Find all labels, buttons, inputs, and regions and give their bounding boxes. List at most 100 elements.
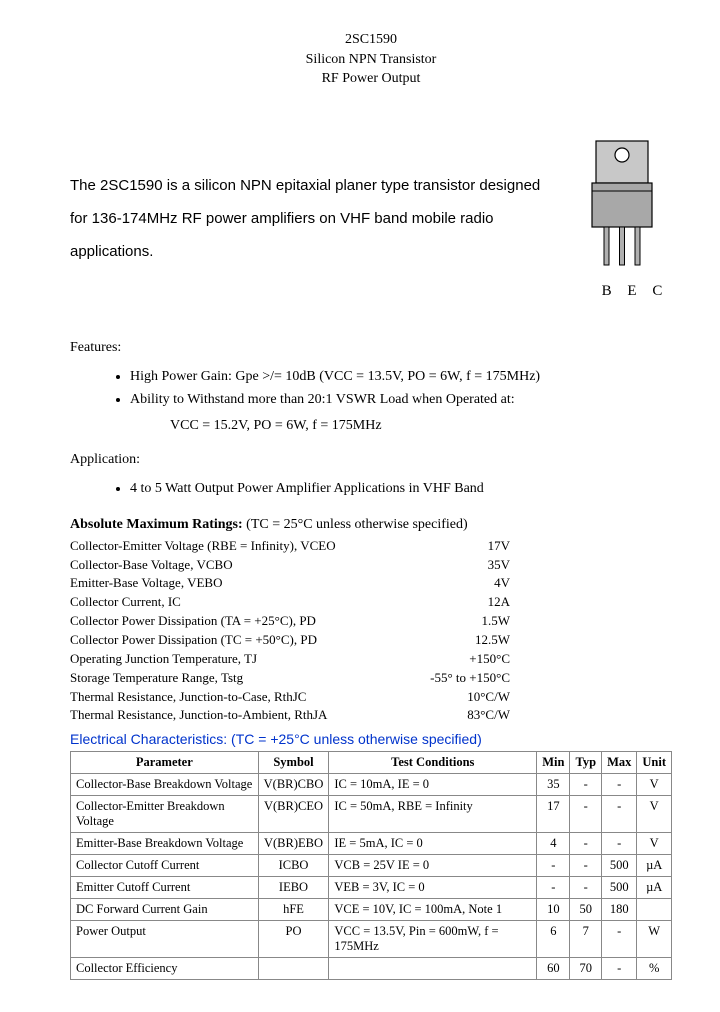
cell-param: Collector-Emitter Breakdown Voltage — [71, 796, 259, 833]
th-conditions: Test Conditions — [329, 752, 537, 774]
ratings-row: Collector-Base Voltage, VCBO35V — [70, 556, 672, 575]
th-min: Min — [537, 752, 570, 774]
ratings-value: 17V — [390, 537, 510, 556]
ratings-value: 83°C/W — [390, 706, 510, 725]
feature-extra: VCC = 15.2V, PO = 6W, f = 175MHz — [70, 418, 672, 434]
cell-unit — [637, 899, 672, 921]
cell-cond: IC = 10mA, IE = 0 — [329, 774, 537, 796]
cell-cond: VCC = 13.5V, Pin = 600mW, f = 175MHz — [329, 921, 537, 958]
cell-min: - — [537, 855, 570, 877]
cell-max: - — [602, 833, 637, 855]
cell-cond: VCE = 10V, IC = 100mA, Note 1 — [329, 899, 537, 921]
ratings-list: Collector-Emitter Voltage (RBE = Infinit… — [70, 537, 672, 725]
cell-cond: VCB = 25V IE = 0 — [329, 855, 537, 877]
ratings-title-bold: Absolute Maximum Ratings: — [70, 517, 243, 532]
header-line3: RF Power Output — [70, 69, 672, 89]
cell-sym: ICBO — [258, 855, 329, 877]
ratings-title: Absolute Maximum Ratings: (TC = 25°C unl… — [70, 517, 672, 533]
features-list: High Power Gain: Gpe >/= 10dB (VCC = 13.… — [70, 366, 672, 410]
cell-param: Collector Efficiency — [71, 958, 259, 980]
application-item: 4 to 5 Watt Output Power Amplifier Appli… — [130, 478, 672, 499]
table-header-row: Parameter Symbol Test Conditions Min Typ… — [71, 752, 672, 774]
cell-min: 17 — [537, 796, 570, 833]
ratings-label: Collector Current, IC — [70, 593, 390, 612]
cell-param: Emitter Cutoff Current — [71, 877, 259, 899]
cell-typ: - — [570, 877, 602, 899]
cell-param: Emitter-Base Breakdown Voltage — [71, 833, 259, 855]
ratings-row: Storage Temperature Range, Tstg-55° to +… — [70, 669, 672, 688]
ratings-label: Collector-Base Voltage, VCBO — [70, 556, 390, 575]
ratings-value: 1.5W — [390, 612, 510, 631]
cell-typ: 70 — [570, 958, 602, 980]
cell-min: 60 — [537, 958, 570, 980]
table-row: DC Forward Current GainhFEVCE = 10V, IC … — [71, 899, 672, 921]
cell-param: DC Forward Current Gain — [71, 899, 259, 921]
cell-sym: V(BR)CEO — [258, 796, 329, 833]
ratings-value: 35V — [390, 556, 510, 575]
ratings-row: Collector-Emitter Voltage (RBE = Infinit… — [70, 537, 672, 556]
application-list: 4 to 5 Watt Output Power Amplifier Appli… — [70, 478, 672, 499]
ratings-value: -55° to +150°C — [390, 669, 510, 688]
cell-param: Collector Cutoff Current — [71, 855, 259, 877]
ratings-value: 4V — [390, 574, 510, 593]
cell-unit: W — [637, 921, 672, 958]
cell-max: 180 — [602, 899, 637, 921]
cell-typ: 7 — [570, 921, 602, 958]
cell-unit: µA — [637, 855, 672, 877]
cell-max: - — [602, 774, 637, 796]
table-row: Collector Cutoff CurrentICBOVCB = 25V IE… — [71, 855, 672, 877]
cell-cond — [329, 958, 537, 980]
elec-title: Electrical Characteristics: (TC = +25°C … — [70, 731, 672, 747]
feature-item: Ability to Withstand more than 20:1 VSWR… — [130, 389, 672, 410]
th-unit: Unit — [637, 752, 672, 774]
ratings-row: Collector Current, IC12A — [70, 593, 672, 612]
ratings-row: Thermal Resistance, Junction-to-Ambient,… — [70, 706, 672, 725]
ratings-row: Operating Junction Temperature, TJ+150°C — [70, 650, 672, 669]
ratings-label: Storage Temperature Range, Tstg — [70, 669, 390, 688]
ratings-label: Thermal Resistance, Junction-to-Ambient,… — [70, 706, 390, 725]
cell-sym: V(BR)CBO — [258, 774, 329, 796]
table-row: Collector-Base Breakdown VoltageV(BR)CBO… — [71, 774, 672, 796]
cell-min: 35 — [537, 774, 570, 796]
cell-typ: - — [570, 855, 602, 877]
ratings-title-rest: (TC = 25°C unless otherwise specified) — [243, 517, 468, 532]
cell-cond: VEB = 3V, IC = 0 — [329, 877, 537, 899]
ratings-label: Thermal Resistance, Junction-to-Case, Rt… — [70, 688, 390, 707]
cell-sym: PO — [258, 921, 329, 958]
table-row: Collector Efficiency6070-% — [71, 958, 672, 980]
cell-param: Power Output — [71, 921, 259, 958]
cell-max: 500 — [602, 877, 637, 899]
cell-typ: - — [570, 796, 602, 833]
ratings-label: Operating Junction Temperature, TJ — [70, 650, 390, 669]
elec-table: Parameter Symbol Test Conditions Min Typ… — [70, 751, 672, 980]
ratings-label: Collector Power Dissipation (TC = +50°C)… — [70, 631, 390, 650]
th-max: Max — [602, 752, 637, 774]
pin-labels: B E C — [572, 283, 672, 300]
cell-unit: V — [637, 796, 672, 833]
ratings-label: Collector Power Dissipation (TA = +25°C)… — [70, 612, 390, 631]
ratings-value: +150°C — [390, 650, 510, 669]
package-figure: B E C — [572, 139, 672, 300]
ratings-value: 10°C/W — [390, 688, 510, 707]
cell-unit: V — [637, 774, 672, 796]
ratings-value: 12A — [390, 593, 510, 612]
cell-max: - — [602, 921, 637, 958]
table-row: Power OutputPOVCC = 13.5V, Pin = 600mW, … — [71, 921, 672, 958]
th-symbol: Symbol — [258, 752, 329, 774]
ratings-row: Thermal Resistance, Junction-to-Case, Rt… — [70, 688, 672, 707]
cell-typ: 50 — [570, 899, 602, 921]
cell-cond: IC = 50mA, RBE = Infinity — [329, 796, 537, 833]
cell-max: - — [602, 796, 637, 833]
cell-min: 4 — [537, 833, 570, 855]
table-row: Emitter Cutoff CurrentIEBOVEB = 3V, IC =… — [71, 877, 672, 899]
ratings-value: 12.5W — [390, 631, 510, 650]
th-typ: Typ — [570, 752, 602, 774]
intro-paragraph: The 2SC1590 is a silicon NPN epitaxial p… — [70, 139, 552, 268]
feature-item: High Power Gain: Gpe >/= 10dB (VCC = 13.… — [130, 366, 672, 387]
table-row: Emitter-Base Breakdown VoltageV(BR)EBOIE… — [71, 833, 672, 855]
header-line2: Silicon NPN Transistor — [70, 50, 672, 70]
cell-min: - — [537, 877, 570, 899]
ratings-row: Collector Power Dissipation (TC = +50°C)… — [70, 631, 672, 650]
cell-cond: IE = 5mA, IC = 0 — [329, 833, 537, 855]
cell-min: 6 — [537, 921, 570, 958]
